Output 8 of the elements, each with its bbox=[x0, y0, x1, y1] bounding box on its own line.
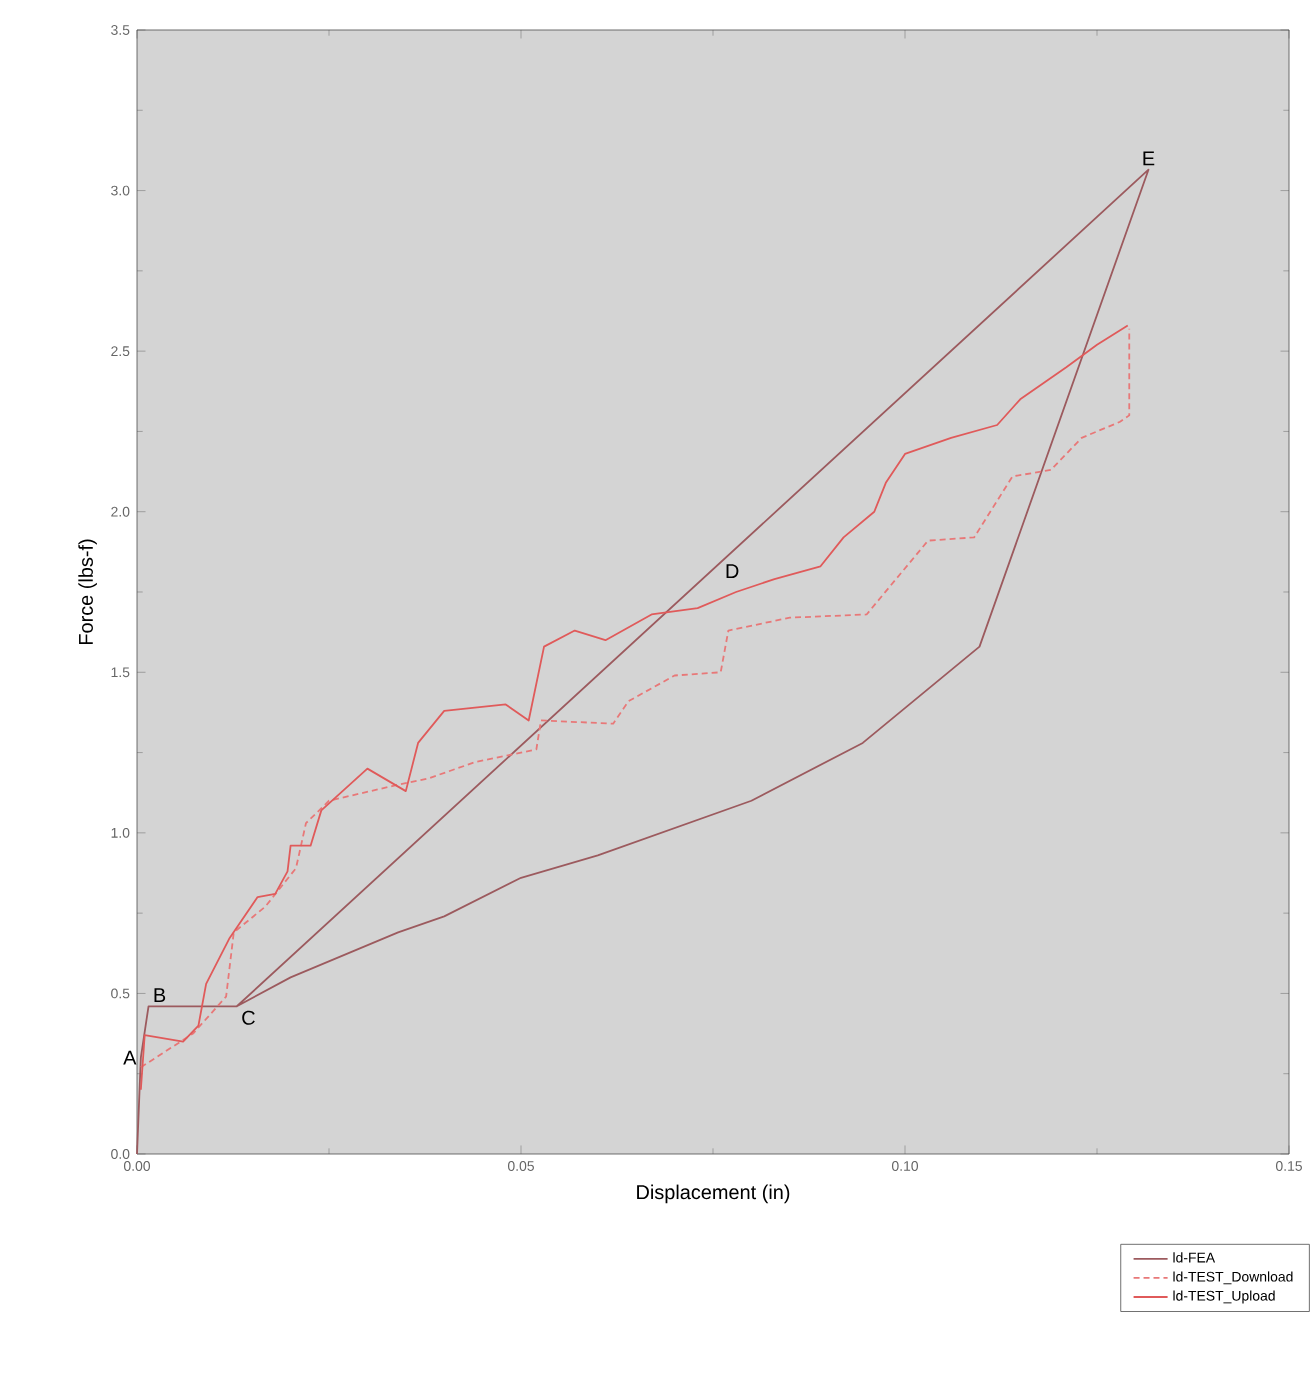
annotation: E bbox=[1143, 151, 1155, 166]
annotation: B bbox=[154, 988, 166, 1002]
y-axis-title: Force (lbs-f) bbox=[78, 539, 97, 645]
x-axis-title: Displacement (in) bbox=[637, 1184, 790, 1204]
annotation: A bbox=[123, 1050, 137, 1065]
annotation: C bbox=[242, 1010, 255, 1025]
line-series bbox=[136, 168, 1150, 1155]
annotation: D bbox=[726, 564, 739, 578]
